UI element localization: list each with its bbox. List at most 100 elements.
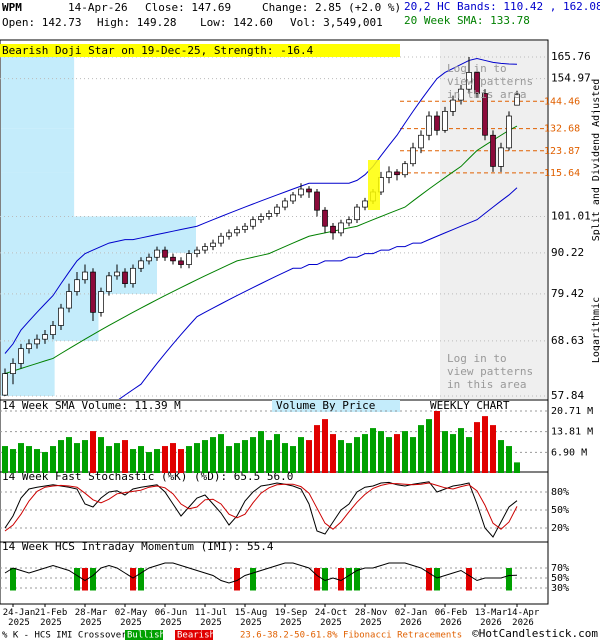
- candle-body: [98, 291, 104, 313]
- volume-bar: [458, 428, 464, 473]
- candle-body: [10, 363, 16, 374]
- volume-bar: [274, 434, 280, 473]
- imi-title: 14 Week HCS Intraday Momentum (IMI): 55.…: [2, 540, 274, 553]
- volume-bar: [434, 411, 440, 473]
- x-tick-label: 14-Apr 2026: [506, 608, 540, 628]
- volume-bar: [162, 446, 168, 473]
- crossover-signal: [250, 568, 256, 591]
- volume-bar: [378, 431, 384, 473]
- candle-body: [210, 242, 216, 247]
- fib-label: 144.46: [544, 96, 580, 107]
- y-tick-label: 50%: [551, 505, 569, 516]
- legend-fibonacci: 23.6-38.2-50-61.8% Fibonacci Retracement…: [240, 631, 462, 640]
- stochastic-title: 14 Week Fast Stochastic (%K) (%D): 65.5 …: [2, 470, 293, 483]
- candle-body: [506, 115, 512, 149]
- candle-body: [58, 307, 64, 326]
- candle-body: [354, 206, 360, 221]
- y-tick-label: 50%: [551, 573, 569, 584]
- candle-body: [34, 338, 40, 345]
- volume-bar: [98, 437, 104, 473]
- crossover-signal: [434, 568, 440, 591]
- volume-bar: [298, 437, 304, 473]
- legend-bullish: Bullish: [127, 631, 165, 640]
- x-tick-label: 21-Feb 2025: [34, 608, 68, 628]
- y-tick-label: 13.81 M: [551, 427, 593, 438]
- crossover-signal: [322, 568, 328, 591]
- volume-bar: [418, 425, 424, 473]
- pattern-highlight: [368, 160, 380, 210]
- candle-body: [2, 373, 8, 396]
- crossover-signal: [466, 568, 472, 591]
- volume-bar: [242, 440, 248, 473]
- volume-bar: [178, 449, 184, 473]
- candle-body: [242, 225, 248, 230]
- y-tick-label: 20.71 M: [551, 406, 593, 417]
- y-tick-label: 30%: [551, 583, 569, 594]
- candle-body: [122, 271, 128, 284]
- volume-bar: [258, 431, 264, 473]
- high: High: 149.28: [97, 16, 176, 29]
- candle-body: [330, 225, 336, 234]
- volume-bar: [66, 437, 72, 473]
- volume-bar: [154, 449, 160, 473]
- candle-body: [450, 99, 456, 112]
- volume-bar: [170, 443, 176, 473]
- candle-body: [226, 232, 232, 237]
- y-tick-label: 90.22: [551, 246, 584, 259]
- candle-body: [250, 219, 256, 227]
- volume-bar: [386, 437, 392, 473]
- pattern-text: Bearish Doji Star on 19-Dec-25, Strength…: [2, 44, 314, 57]
- y-tick-label: 70%: [551, 563, 569, 574]
- crossover-signal: [338, 568, 344, 591]
- candle-body: [426, 115, 432, 136]
- candle-body: [114, 271, 120, 277]
- candle-body: [402, 163, 408, 176]
- volume-bar: [338, 440, 344, 473]
- candle-body: [298, 188, 304, 196]
- candle-body: [170, 256, 176, 262]
- candle-body: [362, 200, 368, 208]
- volume-bar: [74, 443, 80, 473]
- legend-bearish-swatch: [175, 630, 213, 640]
- y-tick-label: 68.63: [551, 334, 584, 347]
- volume-bar: [58, 440, 64, 473]
- candle-body: [394, 171, 400, 176]
- volume-bar: [266, 440, 272, 473]
- candle-body: [322, 209, 328, 227]
- volume-bar: [402, 431, 408, 473]
- y-tick-label: 6.90 M: [551, 447, 587, 458]
- volume-bar: [314, 425, 320, 473]
- candle-body: [42, 334, 48, 340]
- candle-body: [138, 260, 144, 269]
- y-tick-label: 154.97: [551, 72, 591, 85]
- volume-bar: [34, 449, 40, 473]
- volume-by-price-bar: [1, 172, 75, 217]
- volume-bar: [394, 434, 400, 473]
- volume-bar: [18, 443, 24, 473]
- candle-body: [26, 343, 32, 350]
- candle-body: [266, 212, 272, 217]
- crossover-signal: [506, 568, 512, 591]
- scale-label: Logarithmic: [591, 297, 600, 363]
- volume-bar: [498, 440, 504, 473]
- crossover-signal: [74, 568, 80, 591]
- candle-body: [434, 115, 440, 131]
- candle-body: [338, 222, 344, 234]
- overlay-line: [4, 125, 518, 375]
- candle-body: [490, 134, 496, 167]
- legend-bearish: Bearish: [177, 631, 215, 640]
- y-tick-label: 20%: [551, 523, 569, 534]
- candle-body: [50, 325, 56, 335]
- volume-by-price-title-bg: [272, 400, 400, 412]
- legend-crossover: % K - HCS IMI Crossover,: [2, 631, 132, 640]
- volume-bar: [490, 425, 496, 473]
- crossover-signal: [90, 568, 96, 591]
- y-tick-label: 80%: [551, 487, 569, 498]
- volume-bar: [482, 416, 488, 473]
- candle-body: [274, 206, 280, 214]
- low: Low: 142.60: [200, 16, 273, 29]
- pattern-area: [440, 41, 547, 399]
- right-label: Split and Dividend Adjusted: [591, 79, 600, 242]
- volume-by-price-bar: [1, 57, 75, 129]
